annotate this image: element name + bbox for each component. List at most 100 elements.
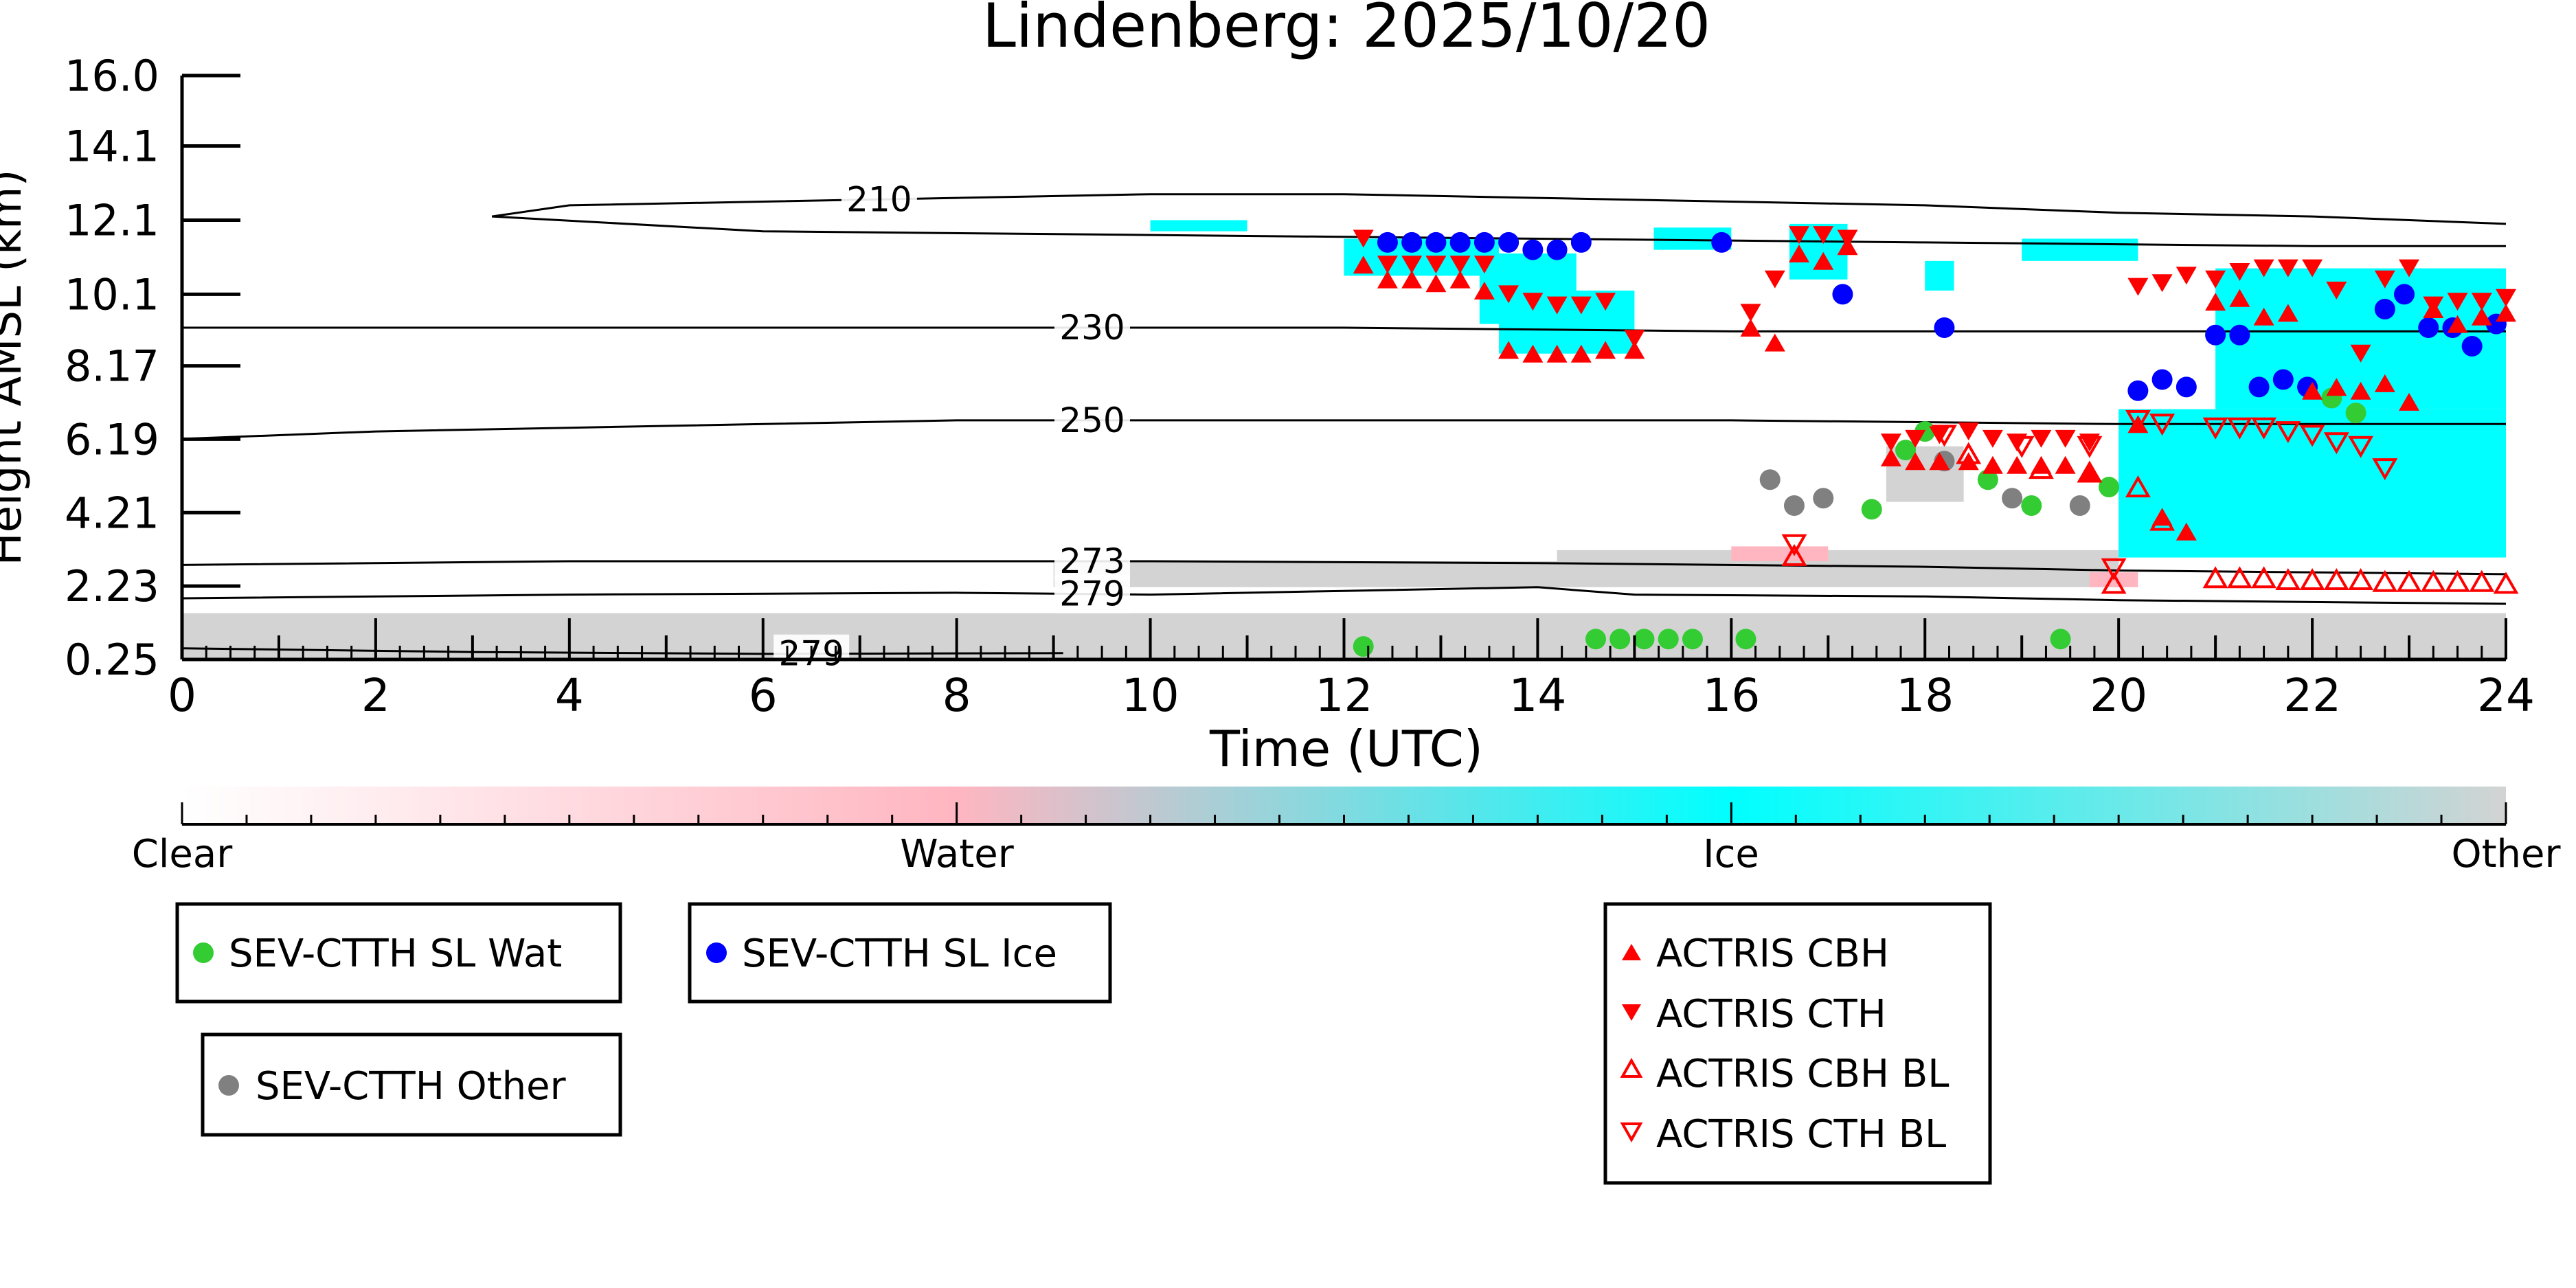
y-tick-label: 4.21 <box>65 488 159 538</box>
sev-ctth-sl-wat-point <box>1895 440 1917 461</box>
actris-cbh-bl-point <box>2226 566 2252 589</box>
x-tick-label: 6 <box>749 669 778 722</box>
sev-ctth-sl-wat-point <box>1585 629 1606 650</box>
water-cloud-region <box>1731 546 1829 561</box>
sev-ctth-sl-ice-point <box>2205 324 2226 346</box>
actris-cth-point <box>2302 259 2323 278</box>
actris-cth-point <box>1837 229 1858 248</box>
actris-cth-point <box>1764 270 1785 289</box>
sev-ctth-other-point <box>2002 488 2023 509</box>
actris-cbh-point <box>1624 341 1645 359</box>
sev-ctth-sl-ice-point <box>1498 231 1519 253</box>
actris-cth-point <box>1498 285 1519 304</box>
sev-ctth-sl-ice-point <box>2461 335 2483 357</box>
actris-cth-point <box>2127 278 2149 296</box>
actris-cth-point <box>2326 282 2347 300</box>
actris-cth-bl-point <box>2149 414 2176 436</box>
x-tick-label: 14 <box>1509 669 1566 722</box>
sev-ctth-other-point <box>1783 495 1805 517</box>
actris-cth-bl-point <box>2077 436 2103 458</box>
actris-cth-point <box>2229 263 2250 281</box>
actris-cth-point <box>1880 433 1901 452</box>
actris-cbh-bl-point <box>2251 566 2277 589</box>
actris-cbh-point <box>2253 307 2274 326</box>
actris-cbh-point <box>2374 374 2395 392</box>
actris-cth-point <box>2277 259 2298 278</box>
x-tick-label: 18 <box>1896 669 1954 722</box>
actris-cth-point <box>2205 270 2226 289</box>
actris-cbh-point <box>2496 304 2516 322</box>
legend-marker-sev-wat <box>193 942 214 963</box>
actris-cth-point <box>2253 259 2274 278</box>
actris-cth-point <box>1570 296 1592 315</box>
legend-marker-actris-cth-bl <box>1620 1122 1643 1143</box>
actris-cth-point <box>1401 256 1423 274</box>
sev-ctth-sl-ice-point <box>1711 231 1732 253</box>
actris-cbh-bl-point <box>2323 567 2349 590</box>
x-tick-label: 16 <box>1702 669 1760 722</box>
sev-ctth-sl-ice-point <box>1377 231 1398 253</box>
sev-ctth-sl-wat-point <box>1634 629 1655 650</box>
colorbar-label-water: Water <box>900 832 1015 877</box>
actris-cbh-point <box>1473 282 1495 300</box>
y-tick-label: 10.1 <box>65 269 159 319</box>
actris-cth-bl-point <box>2101 558 2127 580</box>
isotherm-label: 273 <box>1059 541 1125 581</box>
sev-ctth-other-point <box>1759 469 1781 490</box>
isotherm-line <box>182 326 2506 332</box>
y-tick-label: 12.1 <box>65 195 159 245</box>
x-ticks: 0 2 4 6 8 10 12 14 16 18 20 22 24 <box>168 618 2535 722</box>
actris-cbh-bl-point <box>2445 569 2470 592</box>
actris-cbh-bl-point <box>2372 569 2398 592</box>
legend-marker-actris-cbh-bl <box>1620 1057 1643 1078</box>
y-tick-label: 0.25 <box>65 635 159 685</box>
actris-cth-point <box>1813 226 1834 245</box>
actris-cbh-point <box>1813 251 1834 270</box>
actris-cth-point <box>1377 256 1398 274</box>
actris-cbh-point <box>2176 522 2197 541</box>
retrieval-markers <box>1353 226 2519 657</box>
actris-cth-point <box>1905 429 1926 448</box>
legend-label-actris-cbh-bl: ACTRIS CBH BL <box>1656 1052 1949 1096</box>
actris-cbh-point <box>1570 344 1592 363</box>
other-cloud-region <box>1557 550 2119 576</box>
actris-cbh-point <box>2326 378 2347 396</box>
sev-ctth-sl-ice-point <box>2248 376 2270 398</box>
actris-cbh-point <box>2399 392 2419 411</box>
x-tick-label: 4 <box>555 669 584 722</box>
sev-ctth-sl-wat-point <box>1609 629 1631 650</box>
sev-ctth-sl-ice-point <box>1473 231 1495 253</box>
x-axis-label: Time (UTC) <box>1209 720 1483 778</box>
sev-ctth-sl-wat-point <box>2345 403 2366 424</box>
actris-cbh-point <box>1425 274 1447 293</box>
legend-marker-actris-cbh <box>1622 944 1641 960</box>
actris-cth-point <box>1982 429 2003 448</box>
sev-ctth-sl-ice-point <box>1449 231 1471 253</box>
actris-cth-point <box>2350 344 2371 363</box>
x-tick-label: 2 <box>361 669 390 722</box>
actris-cbh-bl-point <box>2125 475 2151 497</box>
y-tick-label: 6.19 <box>65 414 159 464</box>
actris-cbh-point <box>2205 293 2226 311</box>
legend-box-sev-wat: SEV-CTTH SL Wat <box>175 902 622 1004</box>
actris-cbh-point <box>1905 452 1926 471</box>
actris-cth-point <box>1740 304 1761 322</box>
actris-cth-bl-point <box>2372 458 2398 481</box>
legend-label-sev-ice: SEV-CTTH SL Ice <box>742 931 1057 976</box>
actris-cth-bl-point <box>2348 436 2374 458</box>
actris-cth-bl-point <box>2125 409 2151 432</box>
actris-cbh-point <box>2447 315 2468 333</box>
actris-cbh-point <box>1595 341 1616 359</box>
actris-cbh-point <box>1449 270 1471 289</box>
actris-cbh-bl-point <box>2202 566 2228 589</box>
isotherm-label: 250 <box>1059 400 1125 440</box>
actris-cbh-point <box>1880 448 1901 466</box>
actris-cth-point <box>2399 259 2419 278</box>
colorbar: Clear Water Ice Other <box>132 787 2561 877</box>
actris-cth-point <box>1353 229 1374 248</box>
actris-cbh-point <box>2350 381 2371 400</box>
actris-cbh-point <box>1764 333 1785 352</box>
legend-label-actris-cth-bl: ACTRIS CTH BL <box>1656 1112 1946 1157</box>
actris-cbh-bl-point <box>2299 567 2325 590</box>
sev-ctth-sl-wat-point <box>2050 629 2071 650</box>
